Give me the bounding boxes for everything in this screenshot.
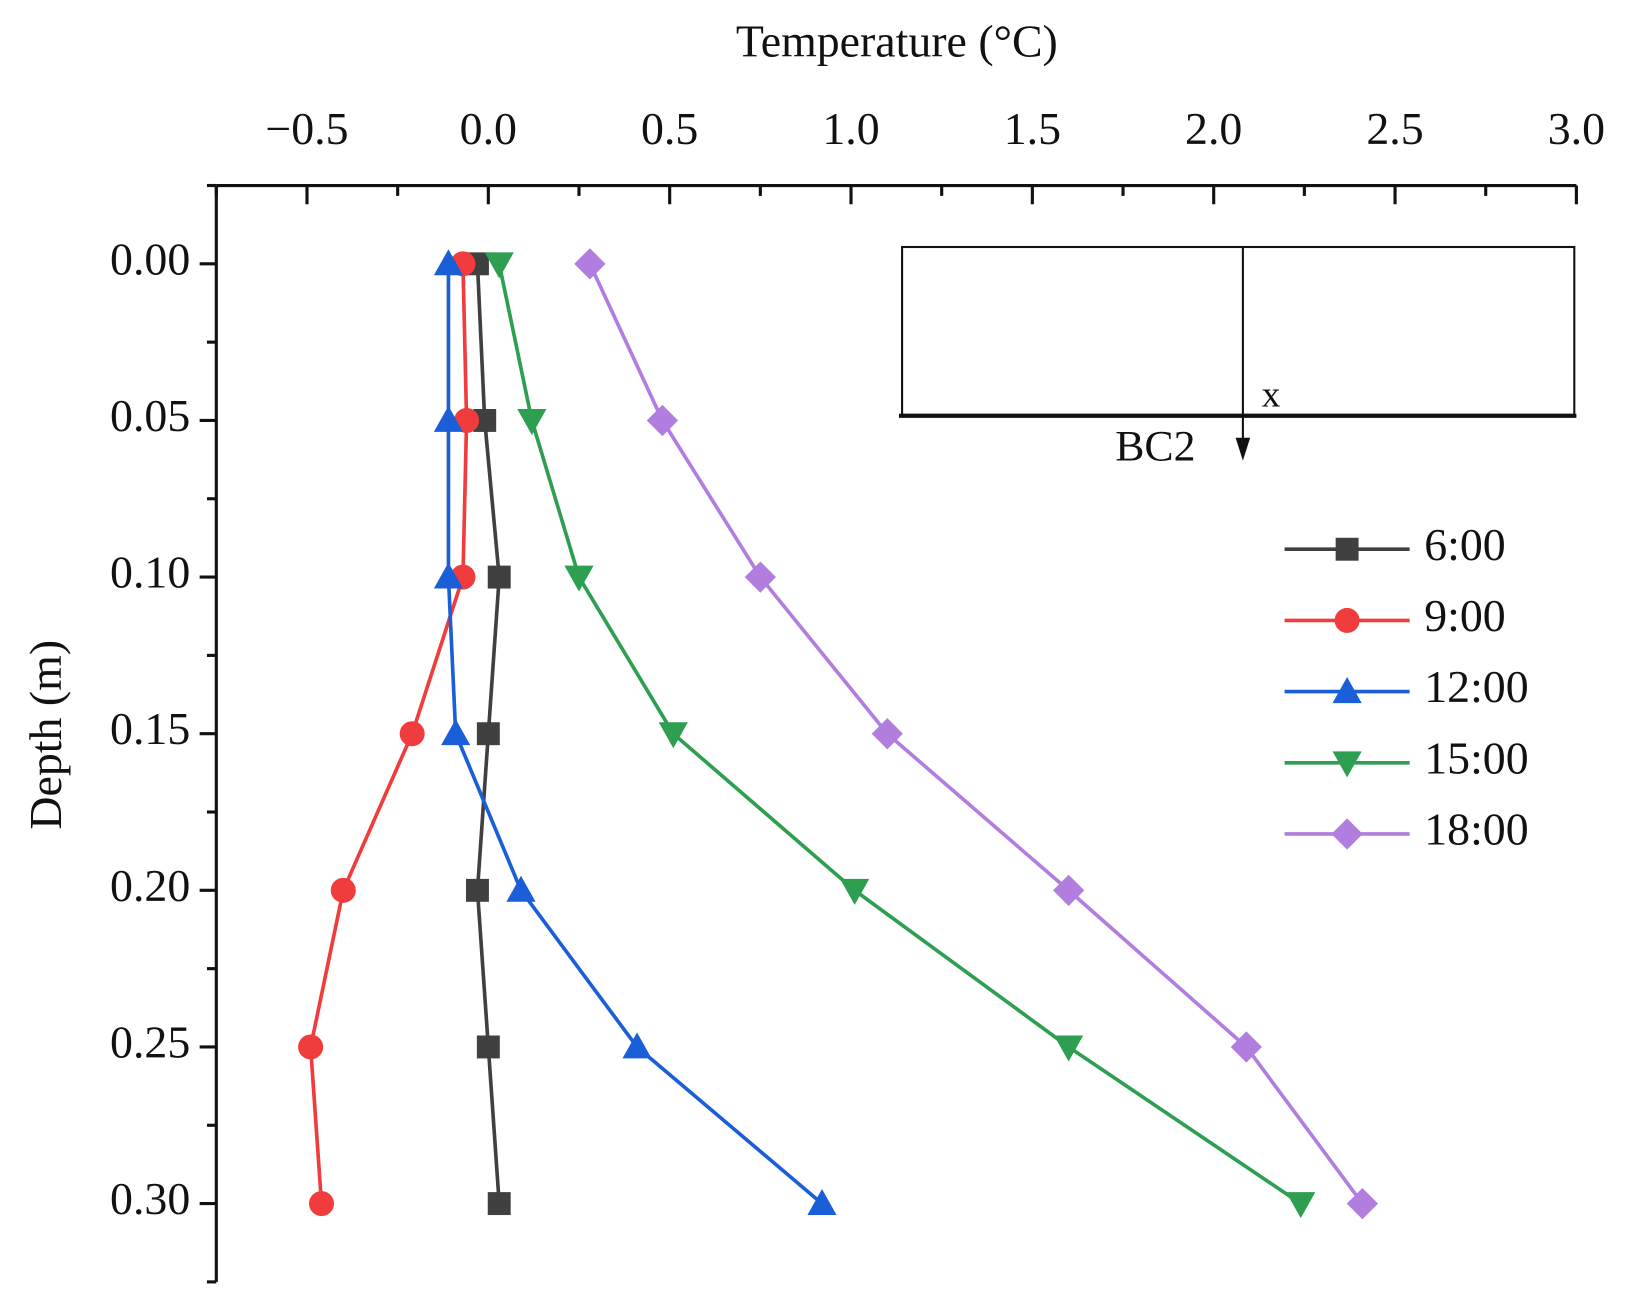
legend-label: 12:00 bbox=[1424, 661, 1528, 712]
inset-axis-label: x bbox=[1262, 375, 1281, 416]
marker bbox=[1286, 1192, 1316, 1219]
marker bbox=[658, 722, 688, 749]
x-tick-label: −0.5 bbox=[265, 103, 348, 154]
y-tick-label: 0.20 bbox=[110, 860, 190, 911]
marker bbox=[476, 722, 500, 746]
legend-marker bbox=[1334, 607, 1360, 633]
marker bbox=[744, 561, 776, 593]
x-axis-title: Temperature (°C) bbox=[736, 15, 1058, 66]
marker bbox=[298, 1034, 324, 1060]
y-tick-label: 0.15 bbox=[110, 703, 190, 754]
marker bbox=[840, 878, 870, 905]
x-tick-label: 2.5 bbox=[1366, 103, 1423, 154]
marker bbox=[506, 875, 536, 902]
y-tick-label: 0.00 bbox=[110, 233, 190, 284]
legend: 6:00 9:00 12:00 15:00 18:00 bbox=[1284, 519, 1529, 854]
marker bbox=[476, 1035, 500, 1059]
legend-marker bbox=[1331, 818, 1363, 850]
series bbox=[484, 252, 1316, 1219]
marker bbox=[454, 407, 480, 433]
marker bbox=[646, 404, 679, 437]
marker bbox=[1054, 1035, 1084, 1062]
inset-box bbox=[901, 245, 1576, 416]
marker bbox=[473, 408, 497, 432]
x-tick-label: 0.0 bbox=[460, 103, 517, 154]
x-tick-label: 3.0 bbox=[1548, 103, 1605, 154]
y-axis-title: Depth (m) bbox=[20, 640, 71, 830]
marker bbox=[441, 719, 471, 746]
series bbox=[433, 249, 837, 1216]
inset-arrowhead bbox=[1235, 437, 1251, 461]
legend-marker bbox=[1335, 537, 1359, 561]
legend-marker bbox=[1332, 751, 1362, 778]
inset: x BC2 bbox=[898, 245, 1577, 470]
marker bbox=[433, 405, 464, 432]
inset-boundary-label: BC2 bbox=[1115, 422, 1195, 470]
marker bbox=[574, 248, 606, 280]
series bbox=[574, 248, 1379, 1220]
marker bbox=[622, 1032, 652, 1059]
legend-label: 9:00 bbox=[1424, 590, 1506, 641]
marker bbox=[564, 565, 594, 592]
x-tick-label: 0.5 bbox=[641, 103, 698, 154]
marker bbox=[484, 252, 514, 279]
legend-label: 15:00 bbox=[1424, 732, 1528, 783]
x-tick-label: 1.5 bbox=[1004, 103, 1061, 154]
marker bbox=[517, 408, 547, 436]
y-tick-label: 0.10 bbox=[110, 547, 190, 598]
x-tick-label: 2.0 bbox=[1185, 103, 1242, 154]
y-tick-label: 0.30 bbox=[110, 1173, 190, 1224]
marker bbox=[308, 1191, 335, 1217]
marker bbox=[399, 721, 425, 747]
marker bbox=[487, 1192, 511, 1216]
marker bbox=[1346, 1187, 1379, 1220]
marker bbox=[871, 718, 903, 750]
marker bbox=[330, 877, 356, 903]
marker bbox=[807, 1188, 837, 1216]
y-tick-label: 0.05 bbox=[110, 390, 190, 441]
marker bbox=[433, 249, 464, 276]
x-tick-label: 1.0 bbox=[822, 103, 879, 154]
marker bbox=[465, 878, 489, 902]
series bbox=[465, 252, 511, 1216]
legend-marker bbox=[1332, 677, 1362, 704]
y-tick-label: 0.25 bbox=[110, 1016, 190, 1067]
marker bbox=[487, 565, 511, 589]
series-line bbox=[588, 263, 1364, 1205]
legend-label: 18:00 bbox=[1424, 803, 1528, 854]
series-line bbox=[446, 263, 824, 1205]
legend-label: 6:00 bbox=[1424, 519, 1506, 570]
series-line bbox=[308, 263, 469, 1204]
marker bbox=[1052, 874, 1085, 906]
marker bbox=[433, 562, 464, 589]
